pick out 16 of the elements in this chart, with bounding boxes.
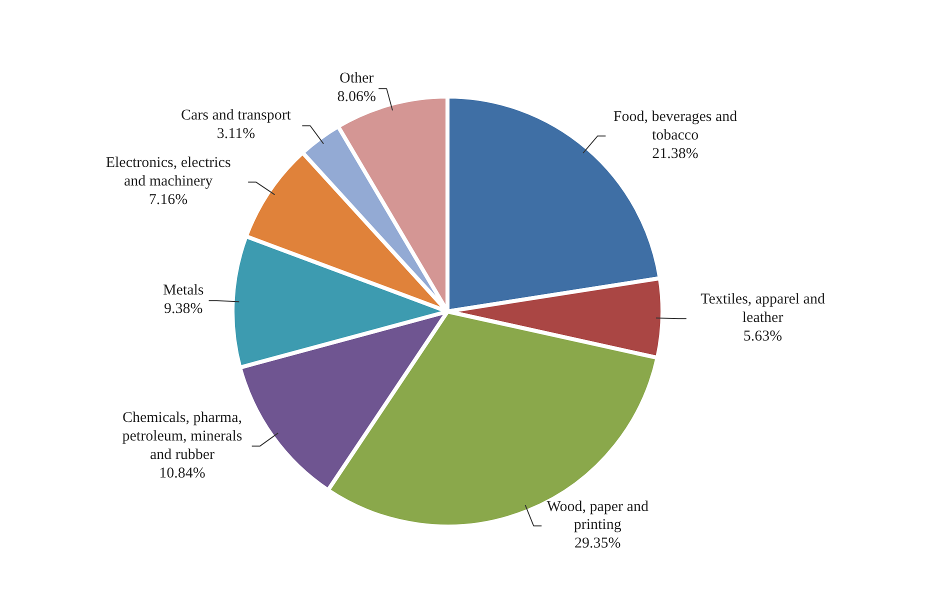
slice-label: Textiles, apparel and leather (700, 292, 826, 326)
data-label: 3.11% (216, 126, 256, 142)
data-label: 21.38% (652, 146, 698, 162)
slice-label: Chemicals, pharma, petroleum, minerals and rubber (122, 410, 242, 463)
slice-label: Cars and transport (181, 108, 292, 124)
data-label: 29.35% (574, 536, 621, 552)
data-label: 7.16% (148, 192, 188, 208)
slice-label: Electronics, electrics and machinery (106, 155, 231, 190)
slice-label: Wood, paper and printing (546, 498, 649, 534)
slice-label: Food, beverages and tobacco (613, 108, 738, 144)
data-label: 10.84% (159, 465, 206, 482)
slice-label: Metals (162, 282, 204, 299)
data-label: 5.63% (743, 328, 782, 344)
data-label: 8.06% (337, 89, 376, 106)
slice-label: Other (340, 70, 374, 87)
data-label: 9.38% (164, 301, 203, 318)
